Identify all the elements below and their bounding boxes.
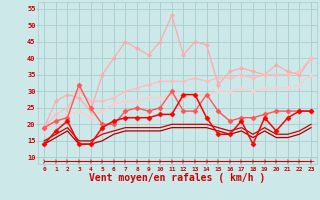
X-axis label: Vent moyen/en rafales ( km/h ): Vent moyen/en rafales ( km/h ) <box>90 173 266 183</box>
